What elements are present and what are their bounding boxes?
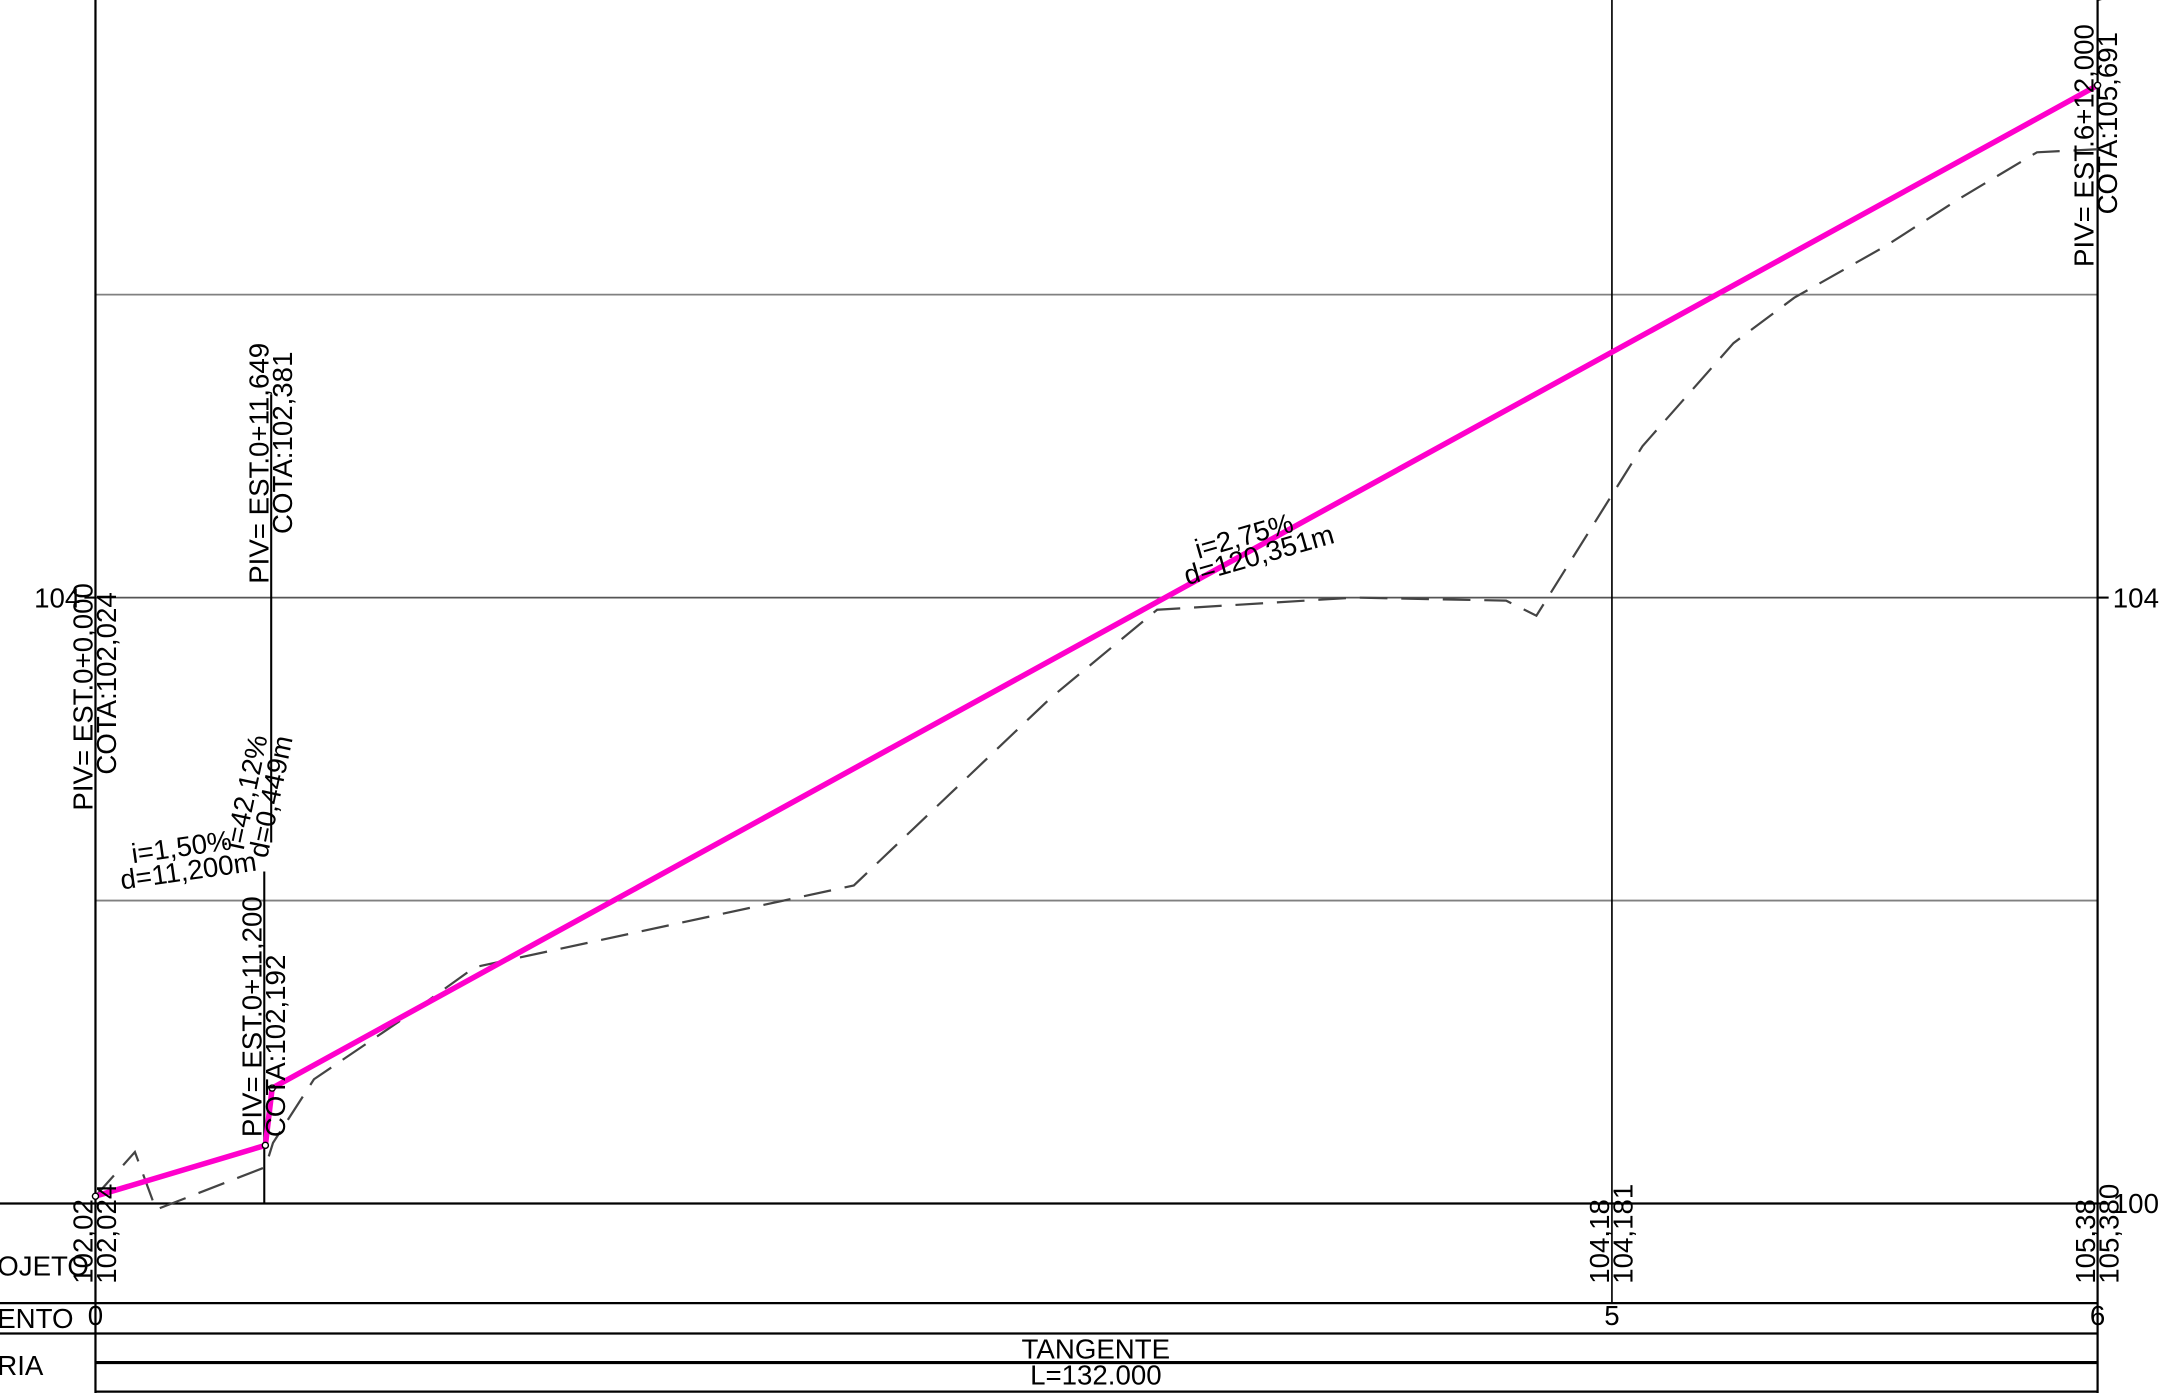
station-label-5: 5 bbox=[1604, 1300, 1619, 1331]
row-label-geometria: RIA bbox=[0, 1350, 44, 1381]
piv-point bbox=[2093, 81, 2102, 90]
elevation-grid bbox=[95, 293, 2098, 902]
row-label-projeto: OJETO bbox=[0, 1250, 89, 1281]
projeto-design-5: 104,181 bbox=[1608, 1184, 1639, 1284]
piv-end-station: PIV= EST.6+12,000 bbox=[2068, 24, 2099, 267]
design-grade-line bbox=[94, 82, 2099, 1199]
piv-2-annotation: PIV= EST.0+11,649 COTA:102,381 bbox=[243, 343, 298, 584]
piv-start-elevation: COTA:102,024 bbox=[91, 592, 122, 774]
piv-point bbox=[91, 1192, 100, 1200]
piv-point bbox=[261, 1141, 270, 1150]
projeto-design-6: 105,380 bbox=[2093, 1184, 2124, 1284]
piv-start-annotation: PIV= EST.0+0,000 COTA:102,024 bbox=[68, 583, 123, 811]
piv-1-station: PIV= EST.0+11,200 bbox=[237, 896, 268, 1137]
profile-data-table: OJETO ENTO RIA 102,02 102,024 104,18 104… bbox=[0, 1184, 2124, 1391]
piv-point bbox=[268, 1084, 276, 1092]
terrain-profile-line bbox=[94, 148, 2098, 1212]
segment-2-annotation: i=42,12% d=0,449m bbox=[219, 732, 299, 860]
geometry-element-name: TANGENTE bbox=[1022, 1333, 1171, 1364]
segment-3-annotation: i=2,75% d=120,351m bbox=[1180, 507, 1337, 591]
left-axis-label-104: 104 bbox=[34, 582, 80, 613]
piv-1-elevation: COTA:102,192 bbox=[260, 955, 291, 1137]
piv-2-station: PIV= EST.0+11,649 bbox=[243, 343, 274, 584]
piv-1-annotation: PIV= EST.0+11,200 COTA:102,192 bbox=[237, 896, 292, 1137]
projeto-terrain-6: 105,38 bbox=[2070, 1199, 2101, 1284]
right-axis-label-100: 100 bbox=[2113, 1188, 2159, 1219]
projeto-terrain-0: 102,02 bbox=[68, 1199, 99, 1284]
projeto-design-0: 102,024 bbox=[91, 1184, 122, 1284]
row-label-estaqueamento: ENTO bbox=[0, 1303, 74, 1334]
station-label-6: 6 bbox=[2090, 1300, 2105, 1331]
profile-frame bbox=[0, 0, 2099, 1393]
projeto-terrain-5: 104,18 bbox=[1584, 1199, 1615, 1284]
geometry-element-length: L=132.000 bbox=[1030, 1360, 1162, 1391]
station-label-0: 0 bbox=[88, 1300, 103, 1331]
right-axis-label-104: 104 bbox=[2113, 582, 2159, 613]
piv-2-elevation: COTA:102,381 bbox=[267, 352, 298, 534]
piv-start-station: PIV= EST.0+0,000 bbox=[68, 583, 99, 811]
piv-end-annotation: PIV= EST.6+12,000 COTA:105,691 bbox=[2068, 24, 2123, 267]
piv-end-elevation: COTA:105,691 bbox=[2092, 32, 2123, 214]
piv-points bbox=[91, 81, 2102, 1200]
axis-ticks bbox=[84, 0, 2109, 1205]
